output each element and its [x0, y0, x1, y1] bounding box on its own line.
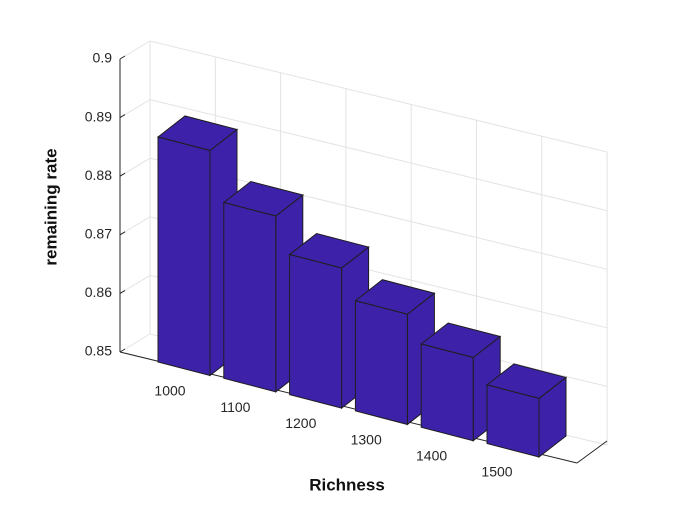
- x-tick-label: 1200: [285, 415, 316, 431]
- y-tick: [119, 348, 126, 353]
- y-tick-label: 0.86: [85, 284, 112, 300]
- bar: [354, 300, 408, 426]
- y-tick: [119, 114, 126, 119]
- y-tick-label: 0.9: [93, 50, 113, 66]
- bar: [420, 343, 474, 442]
- bar: [486, 384, 540, 458]
- bar: [157, 136, 211, 377]
- y-tick: [119, 231, 126, 236]
- y-tick-label: 0.88: [85, 167, 112, 183]
- x-tick-label: 1100: [220, 399, 250, 415]
- bar: [289, 253, 343, 409]
- bar: [223, 201, 277, 393]
- x-tick-label: 1000: [154, 383, 185, 399]
- y-tick: [119, 55, 126, 60]
- y-tick-label: 0.87: [85, 226, 112, 242]
- y-tick: [119, 172, 126, 177]
- y-tick: [119, 289, 126, 294]
- y-axis-label: remaining rate: [41, 148, 60, 265]
- x-tick-label: 1500: [481, 464, 512, 480]
- y-tick-label: 0.89: [85, 108, 112, 124]
- floor-edge: [576, 440, 608, 464]
- y-tick-label: 0.85: [85, 343, 112, 359]
- x-axis-label: Richness: [309, 475, 385, 494]
- x-tick-label: 1400: [416, 448, 447, 464]
- x-tick-label: 1300: [351, 431, 382, 447]
